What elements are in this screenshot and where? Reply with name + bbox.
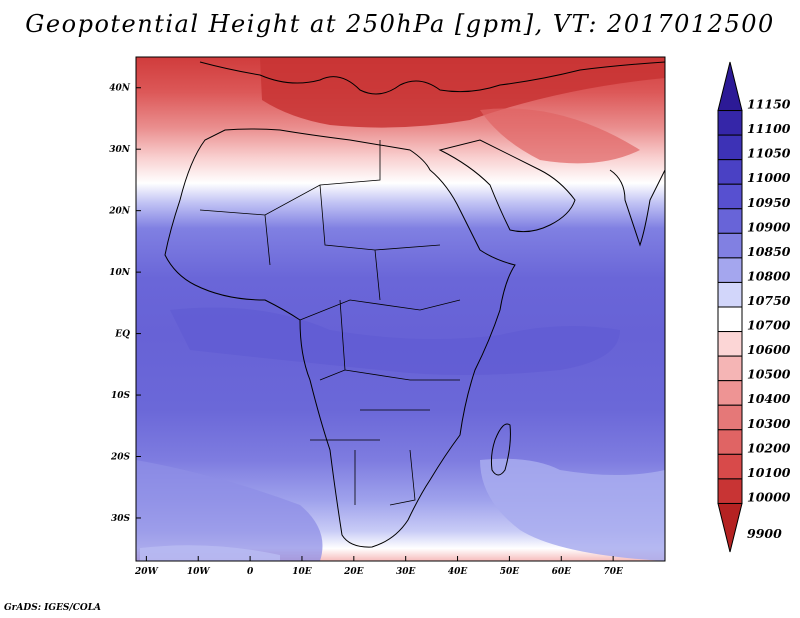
colorbar-label: 10500 — [747, 367, 791, 382]
lon-tick-label: 20W — [134, 567, 159, 577]
colorbar-label: 10850 — [747, 244, 791, 259]
colorbar-label: 10800 — [747, 268, 791, 283]
colorbar-swatch — [717, 134, 743, 161]
colorbar-swatch — [717, 478, 743, 504]
southeast-high — [480, 458, 665, 561]
lon-tick-label: 40E — [448, 567, 468, 577]
african-borders — [199, 140, 461, 506]
colorbar: 11150 11100 11050 11000 10950 10900 10850 10800… — [717, 61, 791, 553]
colorbar-label: 10900 — [747, 219, 791, 234]
colorbar-label: 10750 — [747, 293, 791, 308]
colorbar-swatch — [717, 331, 743, 357]
colorbar-swatch — [717, 183, 743, 210]
lon-tick-label: 10W — [187, 567, 211, 577]
map-title: Geopotential Height at 250hPa [gpm], VT:… — [25, 10, 775, 38]
colorbar-label: 10300 — [747, 416, 791, 431]
colorbar-swatch — [717, 159, 743, 185]
south-blob — [140, 545, 280, 561]
colorbar-swatch — [717, 355, 743, 382]
colorbar-swatch — [717, 232, 743, 259]
equatorial-low — [170, 307, 620, 375]
lon-tick-label: 30E — [396, 567, 416, 577]
colorbar-label: 10700 — [747, 318, 791, 333]
colorbar-label: 10400 — [747, 391, 791, 406]
colorbar-top-triangle — [717, 61, 743, 112]
coastlines — [164, 61, 665, 548]
colorbar-bottom-triangle — [717, 502, 743, 553]
map-axes: 20W 10W 0 10E 20E 30E 40E 50E 60E 70E 40N 30N 20N 10N… — [108, 84, 623, 577]
madagascar-coastline — [490, 423, 511, 476]
lon-tick-label: 60E — [552, 567, 572, 577]
india-coastline — [609, 169, 665, 247]
colorbar-label: 11050 — [747, 146, 791, 161]
high-lobe-north — [260, 57, 665, 128]
colorbar-swatch — [717, 429, 743, 455]
colorbar-swatch — [717, 208, 743, 234]
colorbar-label: 10600 — [747, 342, 791, 357]
lon-tick-label: 50E — [500, 567, 520, 577]
geopotential-field — [136, 57, 665, 561]
colorbar-swatch — [717, 257, 743, 283]
colorbar-swatch — [717, 404, 743, 431]
lat-tick-label: 40N — [109, 84, 131, 94]
lon-tick-label: 70E — [603, 567, 623, 577]
africa-coastline — [164, 128, 516, 548]
map-frame — [135, 56, 666, 562]
colorbar-label: 11100 — [747, 121, 791, 136]
colorbar-label: 10000 — [747, 489, 791, 504]
colorbar-swatch — [717, 453, 743, 480]
colorbar-swatch — [717, 110, 743, 136]
europe-coastline — [199, 61, 665, 95]
lon-tick-label: 10E — [292, 567, 312, 577]
grads-credit: GrADS: IGES/COLA — [4, 603, 102, 613]
colorbar-label: 10100 — [747, 465, 791, 480]
colorbar-label: 10950 — [747, 195, 791, 210]
lat-tick-label: 30S — [111, 514, 131, 524]
lat-tick-label: EQ — [114, 330, 130, 340]
southwest-high — [136, 460, 323, 561]
lat-tick-label: 10S — [111, 391, 131, 401]
colorbar-label: 11150 — [747, 97, 791, 112]
lat-tick-label: 10N — [109, 268, 131, 278]
lat-tick-label: 30N — [109, 145, 131, 155]
colorbar-swatch — [717, 281, 743, 308]
lat-tick-label: 20S — [110, 453, 131, 463]
arabia-coastline — [438, 139, 576, 233]
colorbar-label: 10200 — [747, 440, 791, 455]
colorbar-label: 9900 — [747, 526, 782, 541]
lon-tick-label: 20E — [343, 567, 364, 577]
colorbar-swatch — [717, 380, 743, 406]
lat-tick-label: 20N — [108, 207, 131, 217]
colorbar-label: 11000 — [747, 170, 791, 185]
lon-tick-label: 0 — [247, 567, 254, 577]
colorbar-swatch — [717, 306, 743, 333]
high-lobe-northeast — [480, 108, 640, 164]
